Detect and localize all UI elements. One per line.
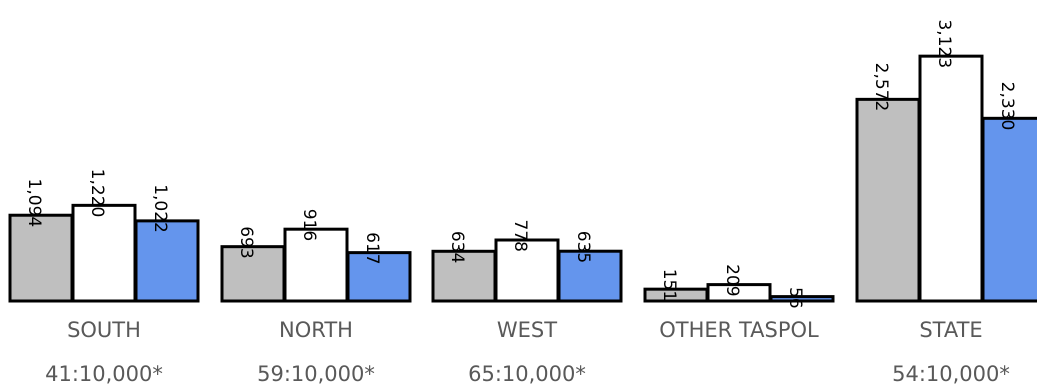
category-label: SOUTH (67, 318, 141, 342)
data-label: 3,123 (934, 19, 954, 68)
bar-other-taspol-series-3 (769, 295, 835, 303)
ratio-label: 54:10,000* (892, 362, 1010, 386)
bar-south-series-1 (8, 213, 74, 303)
data-label: 916 (299, 209, 319, 241)
bar-west-series-2 (494, 238, 560, 303)
bar-west-series-3 (557, 249, 623, 303)
data-label: 1,094 (24, 179, 44, 228)
data-label: 2,572 (871, 63, 891, 112)
bar-north-series-3 (346, 251, 412, 303)
data-label: 56 (785, 287, 805, 309)
data-label: 634 (447, 231, 467, 263)
data-label: 693 (236, 226, 256, 258)
category-label: WEST (497, 318, 557, 342)
bar-south-series-3 (134, 219, 200, 303)
ratio-label: 59:10,000* (257, 362, 375, 386)
bar-north-series-1 (220, 245, 286, 303)
ratio-label: 65:10,000* (468, 362, 586, 386)
data-label: 1,220 (87, 169, 107, 218)
bar-north-series-2 (283, 227, 349, 303)
data-label: 635 (573, 231, 593, 263)
data-label: 778 (510, 220, 530, 252)
data-label: 617 (362, 232, 382, 264)
ratio-label: 41:10,000* (45, 362, 163, 386)
bar-other-taspol-series-2 (706, 283, 772, 303)
category-label: STATE (919, 318, 982, 342)
data-label: 209 (722, 264, 742, 296)
category-label: OTHER TASPOL (659, 318, 819, 342)
category-label: NORTH (279, 318, 353, 342)
bar-state-series-2 (918, 54, 984, 303)
data-label: 2,330 (997, 82, 1017, 131)
bar-state-series-1 (855, 97, 921, 303)
bar-state-series-3 (981, 116, 1037, 303)
data-label: 1,022 (150, 184, 170, 233)
data-label: 151 (659, 269, 679, 301)
bar-south-series-2 (71, 203, 137, 303)
